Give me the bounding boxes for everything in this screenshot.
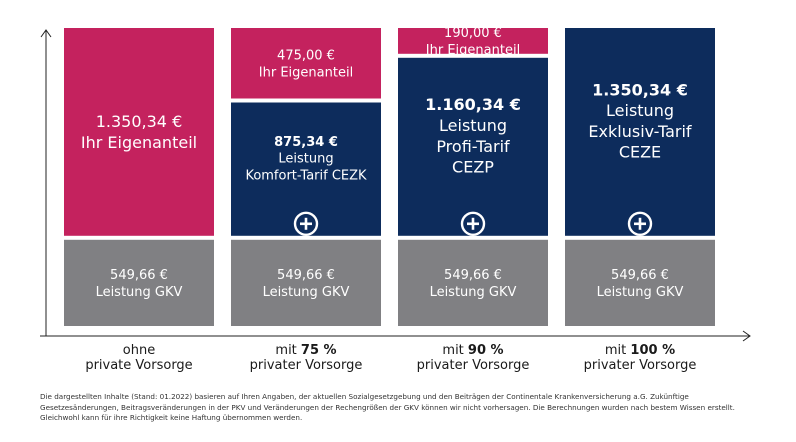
segment-label: Leistung GKV [263,285,350,300]
segment-label: Ihr Eigenanteil [259,65,353,80]
footnote: Die dargestellten Inhalte (Stand: 01.202… [40,392,735,422]
bar-segment-gkv [398,239,548,326]
bar-segment-eigen [398,28,548,54]
segment-label: Leistung GKV [96,285,183,300]
segment-label: 190,00 € [444,26,502,41]
bar-segment-eigen [231,28,381,99]
segment-label: CEZP [452,158,494,177]
segment-label: Leistung [278,152,333,167]
segment-label: Leistung [606,101,674,120]
segment-label: Komfort-Tarif CEZK [245,169,367,184]
axes-layer [40,29,751,342]
segment-label: 1.350,34 € [96,112,183,131]
segment-label: 549,66 € [110,268,168,283]
segment-label: CEZE [619,143,661,162]
segment-label: 1.160,34 € [425,95,521,114]
bar-segment-gkv [64,239,214,326]
x-tick-label: mit 100 % privater Vorsorge [583,343,697,373]
bar-segment-gkv [565,239,715,326]
segment-label: Ihr Eigenanteil [426,43,520,58]
plus-circle-icon [293,211,319,236]
x-tick-label: mit 90 % privater Vorsorge [416,343,530,373]
bars-layer: 549,66 € Leistung GKV 1.350,34 € Ihr Eigena… [64,26,715,326]
segment-label: Profi-Tarif [436,137,510,156]
x-tick-label: ohne private Vorsorge [85,343,193,373]
segment-label: Exklusiv-Tarif [588,122,692,141]
x-tick-label: mit 75 % privater Vorsorge [249,343,363,373]
y-axis-arrow [40,29,52,38]
bar-segment-tarif [565,28,715,236]
segment-label: Leistung GKV [597,285,684,300]
segment-label: 1.350,34 € [592,80,688,99]
x-axis-arrow [742,330,751,342]
segment-label: 875,34 € [274,135,338,150]
segment-label: Ihr Eigenanteil [81,133,197,152]
segment-label: 549,66 € [444,268,502,283]
segment-label: Leistung GKV [430,285,517,300]
segment-label: 475,00 € [277,48,335,63]
plus-circle-icon [627,211,653,236]
bar-segment-gkv [231,239,381,326]
plus-circle-icon [460,211,486,236]
bar-segment-eigen [64,28,214,236]
segment-label: 549,66 € [611,268,669,283]
segment-label: 549,66 € [277,268,335,283]
segment-label: Leistung [439,116,507,135]
bar-segment-tarif [398,57,548,236]
